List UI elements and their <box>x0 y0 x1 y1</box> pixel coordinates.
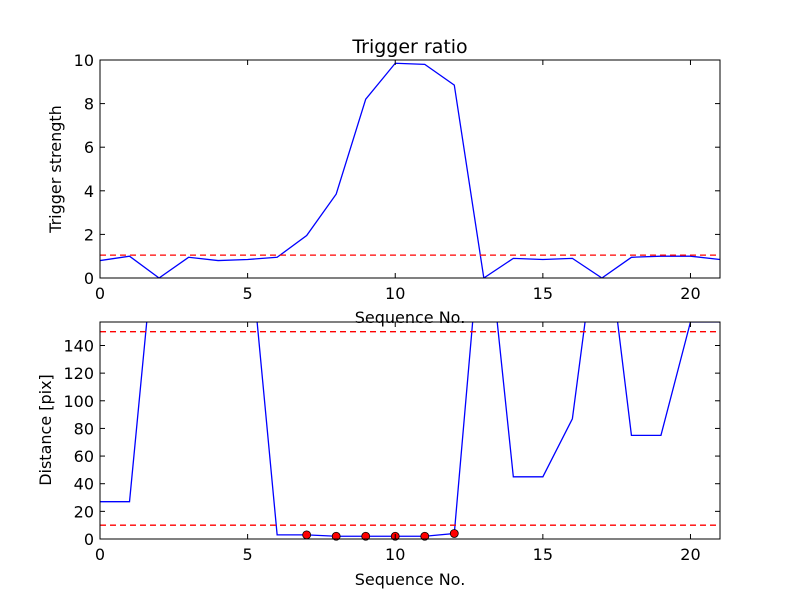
y-axis-label: Distance [pix] <box>36 374 55 486</box>
x-tick-label: 15 <box>533 284 553 303</box>
y-tick-label: 8 <box>84 95 94 114</box>
x-tick-label: 10 <box>385 545 405 564</box>
y-axis-label: Trigger strength <box>46 105 65 234</box>
y-tick-label: 10 <box>74 51 94 70</box>
chart-distance: Distance [pix] Sequence No. 0 5 10 15 20 0 20 4… <box>36 321 721 589</box>
y-tick-label: 120 <box>63 364 94 383</box>
data-point-marker <box>420 531 430 541</box>
data-point-marker <box>361 531 371 541</box>
chart-trigger-ratio: Trigger ratio Trigger strength 0 5 10 15 200… <box>46 36 721 303</box>
y-tick-label: 20 <box>74 502 94 521</box>
x-axis-label: Sequence No. <box>355 308 466 327</box>
x-tick-label: 15 <box>533 545 553 564</box>
y-tick-label: 2 <box>84 225 94 244</box>
x-tick-label: 0 <box>95 545 105 564</box>
data-point-marker <box>331 531 341 541</box>
y-tick-label: 4 <box>84 182 94 201</box>
y-tick-label: 100 <box>63 392 94 411</box>
data-point-marker <box>449 529 459 538</box>
y-tick-label: 40 <box>74 475 94 494</box>
plot-area: 0 5 10 15 20 0 20 40 60 80 100 120 140 <box>63 321 721 564</box>
x-tick-label: 5 <box>243 545 253 564</box>
data-point-marker <box>302 530 312 540</box>
plot-frame <box>99 321 721 540</box>
x-tick-label: 20 <box>680 284 700 303</box>
x-tick-label: 10 <box>385 284 405 303</box>
plot-area: 0 5 10 15 20 0 2 4 6 8 10 <box>74 51 721 303</box>
y-tick-label: 140 <box>63 336 94 355</box>
x-tick-label: 20 <box>680 545 700 564</box>
series-line-0 <box>100 62 720 278</box>
y-tick-label: 6 <box>84 138 94 157</box>
y-tick-label: 0 <box>84 530 94 549</box>
x-tick-label: 5 <box>243 284 253 303</box>
y-tick-label: 0 <box>84 269 94 288</box>
series-line-0 <box>100 322 720 537</box>
x-axis-label: Sequence No. <box>355 570 466 589</box>
y-tick-label: 80 <box>74 419 94 438</box>
y-tick-label: 60 <box>74 447 94 466</box>
x-tick-label: 0 <box>95 284 105 303</box>
chart-title: Trigger ratio <box>351 36 467 58</box>
plot-frame <box>99 59 721 279</box>
